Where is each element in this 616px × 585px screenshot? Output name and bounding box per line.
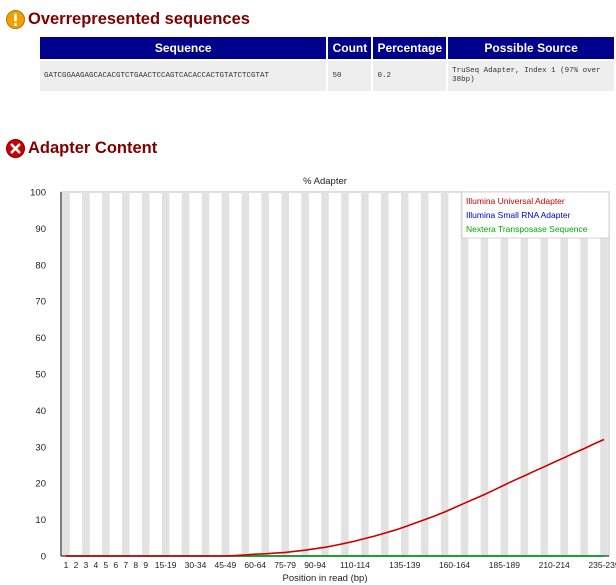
table-row: GATCGGAAGAGCACACGTCTGAACTCCAGTCACACCACTG… <box>40 61 614 91</box>
legend-box <box>461 191 610 239</box>
grid-band <box>400 192 409 556</box>
grid-band <box>221 192 230 556</box>
grid-band <box>102 192 110 556</box>
grid-band <box>261 192 270 556</box>
grid-band <box>540 192 549 556</box>
grid-band <box>201 192 210 556</box>
grid-band <box>361 192 369 556</box>
grid-band <box>381 192 389 556</box>
x-tick-label: 4 <box>94 560 99 570</box>
warning-icon <box>6 10 25 29</box>
table-header-row: Sequence Count Percentage Possible Sourc… <box>40 37 614 59</box>
x-tick-label: 9 <box>143 560 148 570</box>
cell-percentage: 0.2 <box>373 61 447 91</box>
y-tick-label: 20 <box>35 479 46 490</box>
y-tick-label: 70 <box>35 297 46 308</box>
col-header-count: Count <box>328 37 372 59</box>
x-tick-label: 235-239 <box>588 560 616 570</box>
grid-band <box>580 192 588 556</box>
grid-band <box>181 192 190 556</box>
y-tick-label: 40 <box>35 406 46 417</box>
x-tick-label: 3 <box>84 560 89 570</box>
grid-band <box>520 192 529 556</box>
x-axis-label: Position in read (bp) <box>282 573 367 584</box>
y-tick-label: 60 <box>35 333 46 344</box>
x-tick-label: 210-214 <box>539 560 570 570</box>
adapter-section-header: Adapter Content <box>6 139 157 158</box>
col-header-sequence: Sequence <box>40 37 327 59</box>
plot-area <box>60 191 610 557</box>
grid-band <box>241 192 250 556</box>
cell-source: TruSeq Adapter, Index 1 (97% over 38bp) <box>448 61 614 91</box>
y-tick-label: 80 <box>35 260 46 271</box>
grid-band <box>460 192 469 556</box>
grid-band <box>82 192 90 556</box>
grid-band <box>341 192 349 556</box>
grid-band <box>281 192 289 556</box>
adapter-title: Adapter Content <box>28 139 158 157</box>
overrep-title: Overrepresented sequences <box>28 10 250 28</box>
x-tick-label: 7 <box>123 560 128 570</box>
y-tick-label: 50 <box>35 370 46 381</box>
grid-band <box>420 192 429 556</box>
grid-band <box>141 192 150 556</box>
x-tick-label: 90-94 <box>304 560 326 570</box>
legend-entry: Illumina Universal Adapter <box>466 196 565 206</box>
overrep-section-header: Overrepresented sequences <box>6 10 250 29</box>
grid-band <box>121 192 130 556</box>
cell-sequence: GATCGGAAGAGCACACGTCTGAACTCCAGTCACACCACTG… <box>40 61 327 91</box>
grid-band <box>161 192 170 556</box>
grid-band <box>500 192 509 556</box>
grid-band <box>301 192 309 556</box>
x-tick-label: 15-19 <box>155 560 177 570</box>
x-tick-label: 160-164 <box>439 560 470 570</box>
x-tick-label: 2 <box>74 560 79 570</box>
x-tick-label: 185-189 <box>489 560 520 570</box>
x-tick-label: 30-34 <box>185 560 207 570</box>
cell-count: 50 <box>328 61 372 91</box>
grid-band <box>600 192 608 556</box>
x-tick-label: 110-114 <box>340 560 370 570</box>
x-tick-label: 75-79 <box>274 560 296 570</box>
y-tick-label: 0 <box>41 552 46 563</box>
grid-band <box>62 192 70 556</box>
x-tick-label: 1 <box>64 560 69 570</box>
adapter-content-chart: 0 10 20 30 40 50 60 70 80 90 100 1 2 3 4 5 6 7 8 9 15-19 30-3… <box>30 176 616 584</box>
grid-band <box>440 192 449 556</box>
y-tick-label: 30 <box>35 442 46 453</box>
x-tick-label: 8 <box>133 560 138 570</box>
legend-entry: Nextera Transposase Sequence <box>466 224 588 234</box>
x-tick-label: 5 <box>103 560 108 570</box>
grid-band <box>560 192 568 556</box>
error-icon <box>6 139 25 158</box>
x-tick-label: 135-139 <box>389 560 420 570</box>
y-tick-label: 90 <box>35 224 46 235</box>
x-tick-label: 6 <box>113 560 118 570</box>
col-header-source: Possible Source <box>448 37 614 59</box>
x-tick-label: 45-49 <box>215 560 237 570</box>
grid-band <box>480 192 489 556</box>
chart-title: % Adapter <box>303 176 347 187</box>
col-header-percentage: Percentage <box>373 37 447 59</box>
y-tick-label: 100 <box>30 188 46 199</box>
legend-entry: Illumina Small RNA Adapter <box>466 210 571 220</box>
overrep-table: Sequence Count Percentage Possible Sourc… <box>38 35 616 93</box>
x-tick-label: 60-64 <box>244 560 266 570</box>
series-line <box>66 438 605 557</box>
grid-band <box>321 192 329 556</box>
y-tick-label: 10 <box>35 515 46 526</box>
